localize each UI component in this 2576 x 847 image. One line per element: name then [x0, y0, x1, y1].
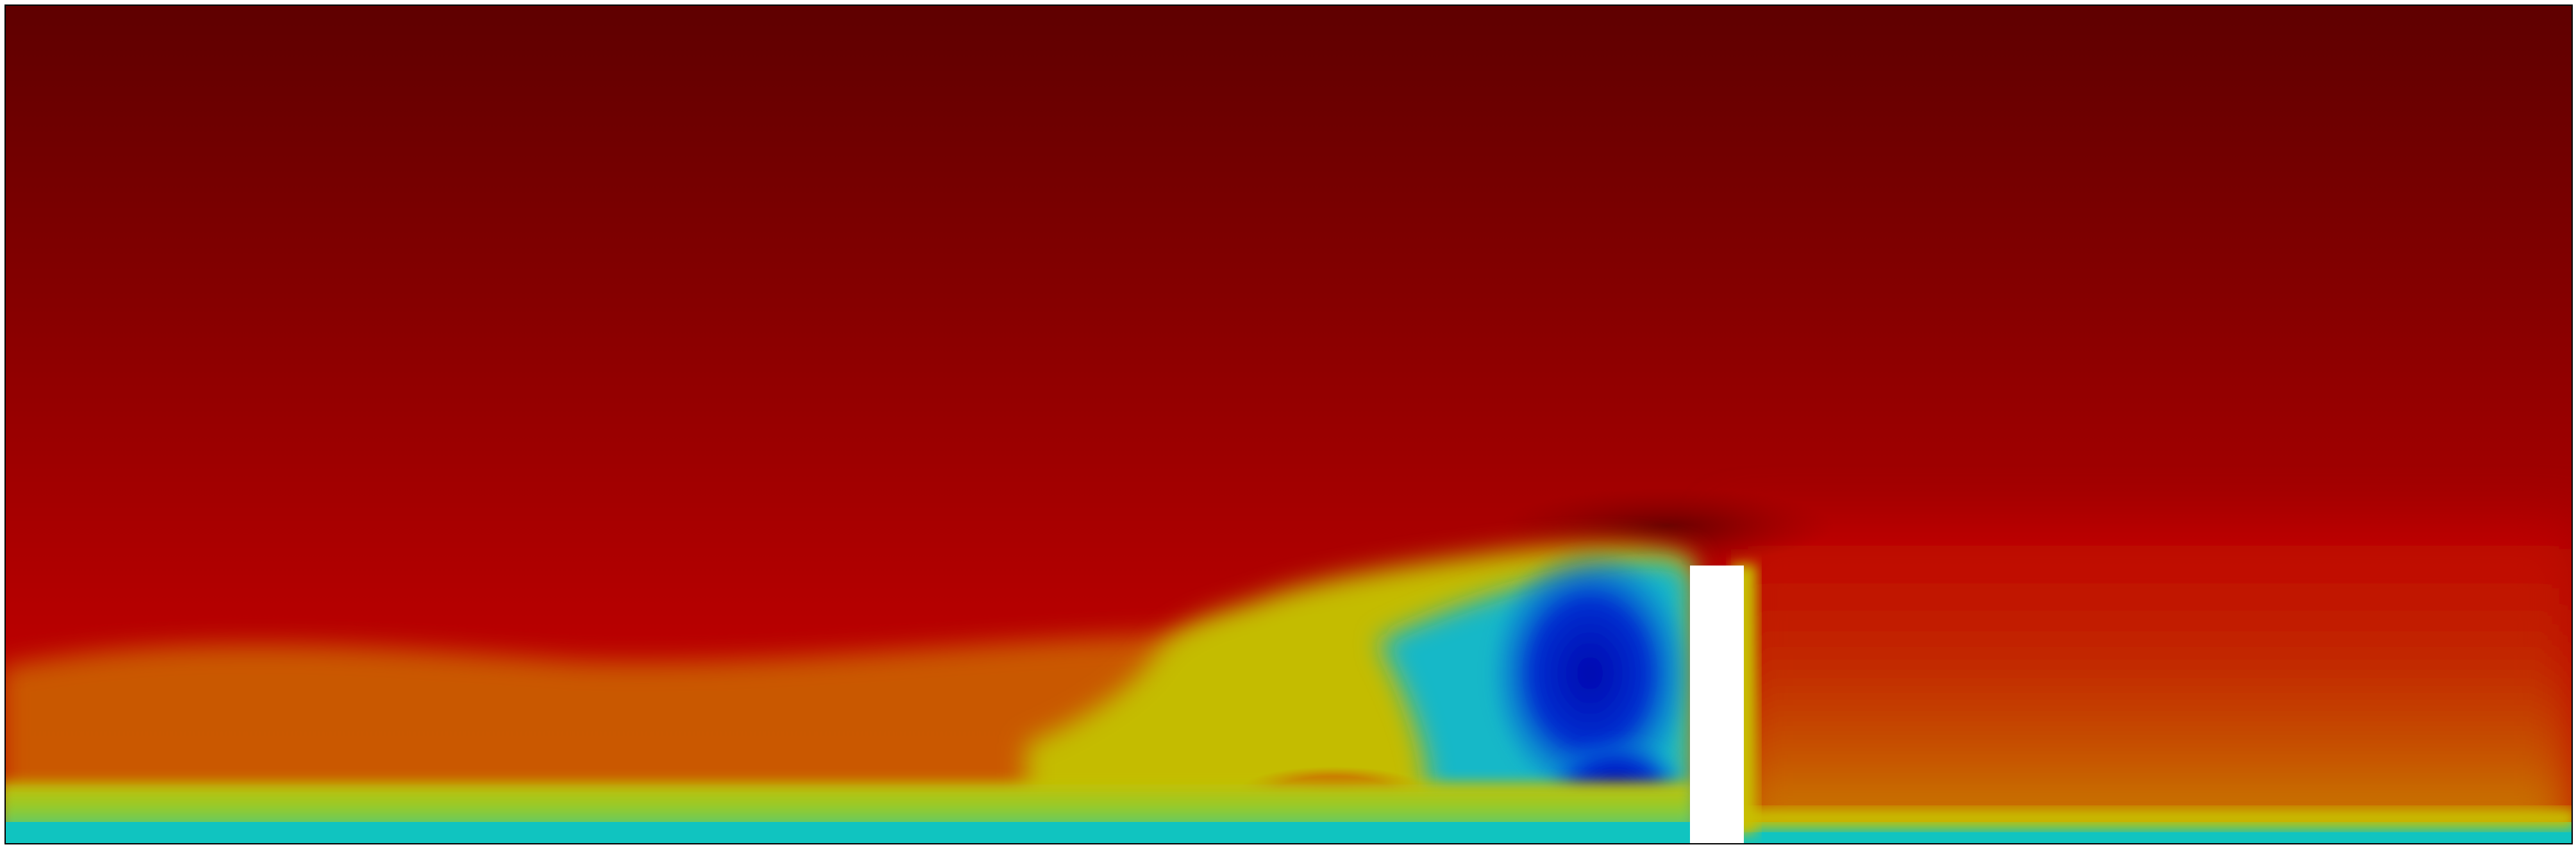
vortex-core-blue — [1487, 545, 1693, 801]
obstacle-block — [1690, 566, 1744, 847]
downstream-region — [1731, 526, 2572, 844]
domain-outline — [4, 4, 2573, 844]
downstream-boundary-layer — [1731, 809, 2572, 828]
shear-layer-dark — [1500, 487, 1834, 564]
